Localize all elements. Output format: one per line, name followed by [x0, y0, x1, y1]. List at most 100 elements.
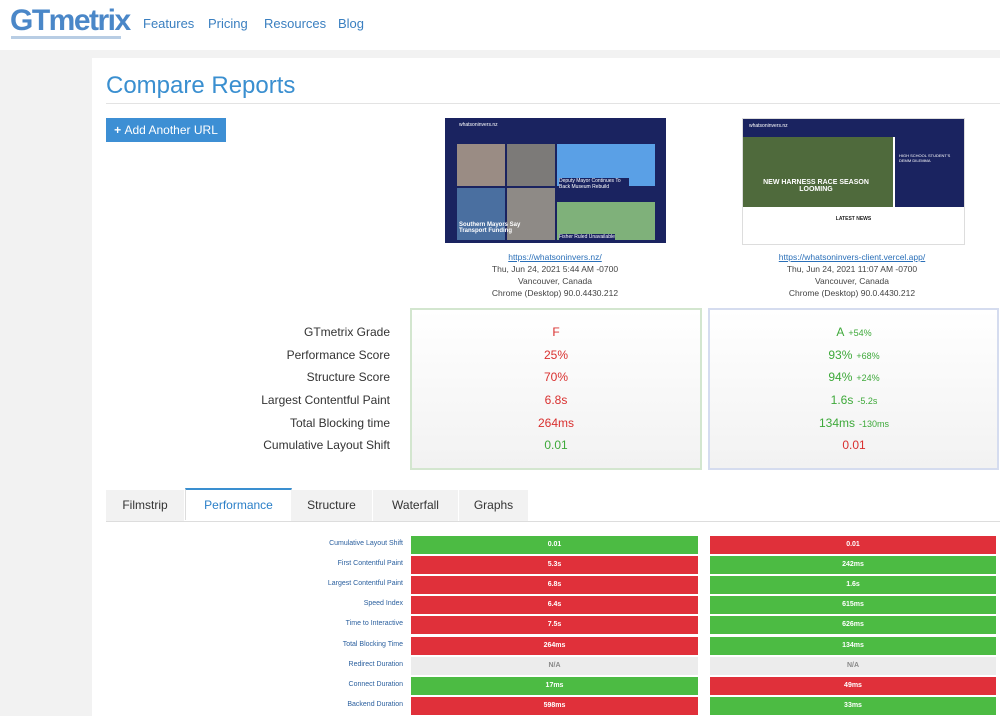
summary-value: F [552, 325, 560, 339]
page-title: Compare Reports [106, 72, 296, 99]
metric-bar: 1.6s [710, 576, 996, 595]
summary-value: 25% [543, 348, 569, 362]
summary-label: Cumulative Layout Shift [263, 438, 390, 452]
summary-cell: 1.6s -5.2s [710, 393, 998, 407]
nav-bar [0, 0, 1000, 50]
summary-value: 6.8s [544, 393, 568, 407]
thumbnail: whatsoninvers.nz Deputy Mayor Continues … [445, 118, 666, 243]
plus-icon: + [114, 123, 125, 137]
thumb-headline: LATEST NEWS [835, 216, 872, 222]
summary-value: A [836, 325, 845, 339]
metric-bar: 134ms [710, 636, 996, 655]
thumb-headline: Deputy Mayor Continues To Back Museum Re… [559, 178, 629, 190]
thumb-headline: NEW HARNESS RACE SEASON LOOMING [763, 179, 869, 193]
summary-value: 0.01 [544, 438, 568, 452]
summary-cell: F [411, 325, 701, 339]
tab[interactable]: Waterfall [373, 490, 458, 521]
summary-label: Largest Contentful Paint [261, 393, 390, 407]
metric-label: First Contentful Paint [337, 560, 403, 568]
thumb-header [743, 119, 964, 137]
summary-box [410, 308, 702, 470]
tab[interactable]: Filmstrip [106, 490, 184, 521]
metric-label: Backend Duration [347, 700, 403, 708]
summary-delta: +68% [856, 351, 880, 361]
summary-value: 1.6s [830, 393, 854, 407]
thumb-site: whatsoninvers.nz [749, 123, 788, 129]
nav-link[interactable]: Blog [338, 16, 365, 31]
tab[interactable]: Graphs [459, 490, 528, 521]
thumb-photo [743, 137, 893, 207]
report-browser: Chrome (Desktop) 90.0.4430.212 [491, 288, 619, 298]
metric-label: Redirect Duration [348, 660, 403, 668]
tab[interactable]: Performance [185, 488, 292, 520]
thumbnail: whatsoninvers.nz NEW HARNESS RACE SEASON… [742, 118, 965, 245]
metric-label: Cumulative Layout Shift [329, 540, 403, 547]
metric-bar: 264ms [411, 636, 698, 655]
summary-cell: 0.01 [710, 438, 998, 452]
metric-bar: 49ms [710, 676, 996, 695]
metric-label: Total Blocking Time [342, 640, 403, 648]
summary-value: 0.01 [842, 438, 866, 452]
report-location: Vancouver, Canada [814, 276, 890, 286]
thumb-photo [457, 188, 505, 240]
metric-bar: 0.01 [411, 536, 698, 554]
metric-bar: 0.01 [710, 536, 996, 554]
thumb-photo [457, 144, 505, 186]
metric-bar: 7.5s [411, 616, 698, 635]
metric-bar: 615ms [710, 596, 996, 615]
summary-cell: 0.01 [411, 438, 701, 452]
summary-value: 134ms [818, 416, 855, 430]
metric-bar: N/A [710, 656, 996, 675]
thumb-photo [557, 202, 655, 240]
report-date: Thu, Jun 24, 2021 5:44 AM -0700 [491, 264, 619, 274]
metric-label: Largest Contentful Paint [327, 580, 403, 588]
report-browser: Chrome (Desktop) 90.0.4430.212 [788, 288, 916, 298]
metric-label: Speed Index [363, 600, 403, 608]
nav-link[interactable]: Resources [264, 16, 327, 31]
report-url[interactable]: https://whatsoninvers.nz/ [508, 252, 602, 262]
thumb-site: whatsoninvers.nz [459, 122, 498, 128]
summary-cell: 6.8s [411, 393, 701, 407]
metric-bar: 5.3s [411, 556, 698, 575]
summary-cell: 134ms -130ms [710, 416, 998, 430]
summary-cell: 94% +24% [710, 370, 998, 384]
report-url[interactable]: https://whatsoninvers-client.vercel.app/ [778, 252, 926, 262]
summary-delta: +24% [856, 373, 880, 383]
metric-bar: 33ms [710, 696, 996, 715]
nav-link[interactable]: Features [143, 16, 195, 31]
metric-bar: 598ms [411, 696, 698, 715]
metric-bar: 6.4s [411, 596, 698, 615]
summary-label: Total Blocking time [289, 416, 390, 430]
report-location: Vancouver, Canada [517, 276, 593, 286]
summary-delta: -130ms [859, 419, 890, 429]
tab-bar-rule [106, 521, 1000, 522]
summary-cell: A +54% [710, 325, 998, 339]
metric-bar: 242ms [710, 556, 996, 575]
summary-delta: +54% [848, 328, 872, 338]
logo-underline [11, 36, 121, 39]
summary-cell: 70% [411, 370, 701, 384]
thumb-headline: Fisher Ruled Unavailable [559, 234, 615, 240]
summary-cell: 264ms [411, 416, 701, 430]
summary-cell: 25% [411, 348, 701, 362]
thumb-headline: Southern Mayors Say Transport Funding [459, 222, 521, 234]
metric-bar: 17ms [411, 676, 698, 695]
nav-link[interactable]: Pricing [208, 16, 248, 31]
tab[interactable]: Structure [291, 490, 372, 521]
title-rule [106, 103, 1000, 104]
summary-delta: -5.2s [857, 396, 878, 406]
add-url-button[interactable]: + Add Another URL [106, 118, 226, 142]
thumb-photo [507, 144, 555, 186]
metric-label: Time to Interactive [345, 620, 403, 628]
summary-box [708, 308, 999, 470]
button-label: Add Another URL [124, 123, 218, 137]
summary-value: 70% [543, 370, 569, 384]
thumb-sidebar [895, 137, 964, 207]
summary-value: 94% [828, 370, 853, 384]
logo[interactable]: GTmetrix [10, 4, 131, 37]
report-date: Thu, Jun 24, 2021 11:07 AM -0700 [786, 264, 918, 274]
thumb-headline: HIGH SCHOOL STUDENT'S DEMM DILEMMA [899, 153, 951, 163]
summary-cell: 93% +68% [710, 348, 998, 362]
metric-bar: 6.8s [411, 576, 698, 595]
